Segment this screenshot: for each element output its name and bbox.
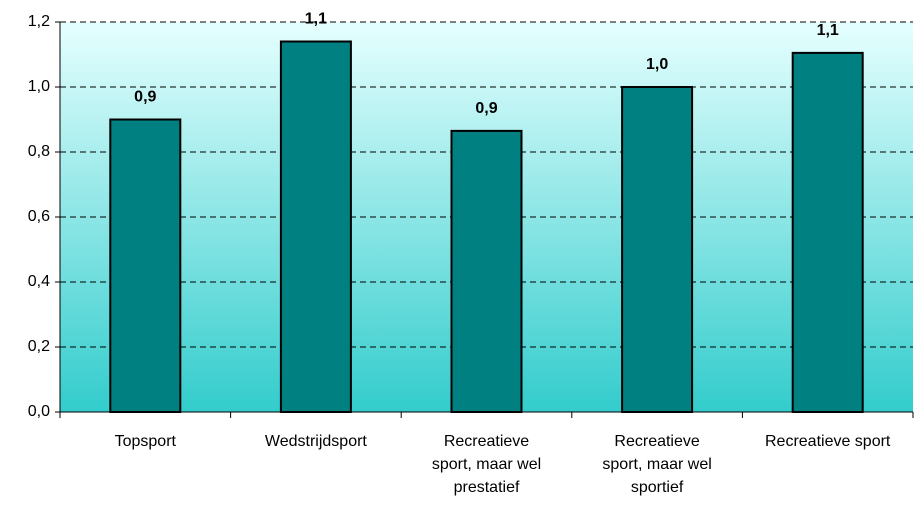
x-tick-label: Recreatieve sport (764, 433, 891, 450)
bar (450, 129, 523, 413)
x-tick-label: Wedstrijdsport (264, 433, 367, 450)
value-label: 0,9 (475, 100, 497, 117)
y-tick-label: 0,4 (28, 273, 50, 290)
y-tick-label: 0,2 (28, 338, 50, 355)
bar (791, 51, 864, 413)
bar (109, 118, 182, 413)
value-label: 0,9 (134, 89, 156, 106)
x-tick-label: Recreatieve sport, maar wel prestatief (431, 433, 542, 496)
y-tick-label: 0,0 (28, 403, 50, 420)
y-tick-label: 1,2 (28, 13, 50, 30)
bar (621, 86, 694, 413)
value-label: 1,1 (305, 11, 327, 28)
y-tick-label: 0,8 (28, 143, 50, 160)
y-tick-label: 1,0 (28, 78, 50, 95)
x-tick-label: Recreatieve sport, maar wel sportief (602, 433, 712, 496)
bar (279, 40, 352, 413)
value-label: 1,1 (817, 22, 839, 39)
y-tick-label: 0,6 (28, 208, 50, 225)
x-tick-label: Topsport (114, 433, 176, 450)
value-label: 1,0 (646, 56, 668, 73)
